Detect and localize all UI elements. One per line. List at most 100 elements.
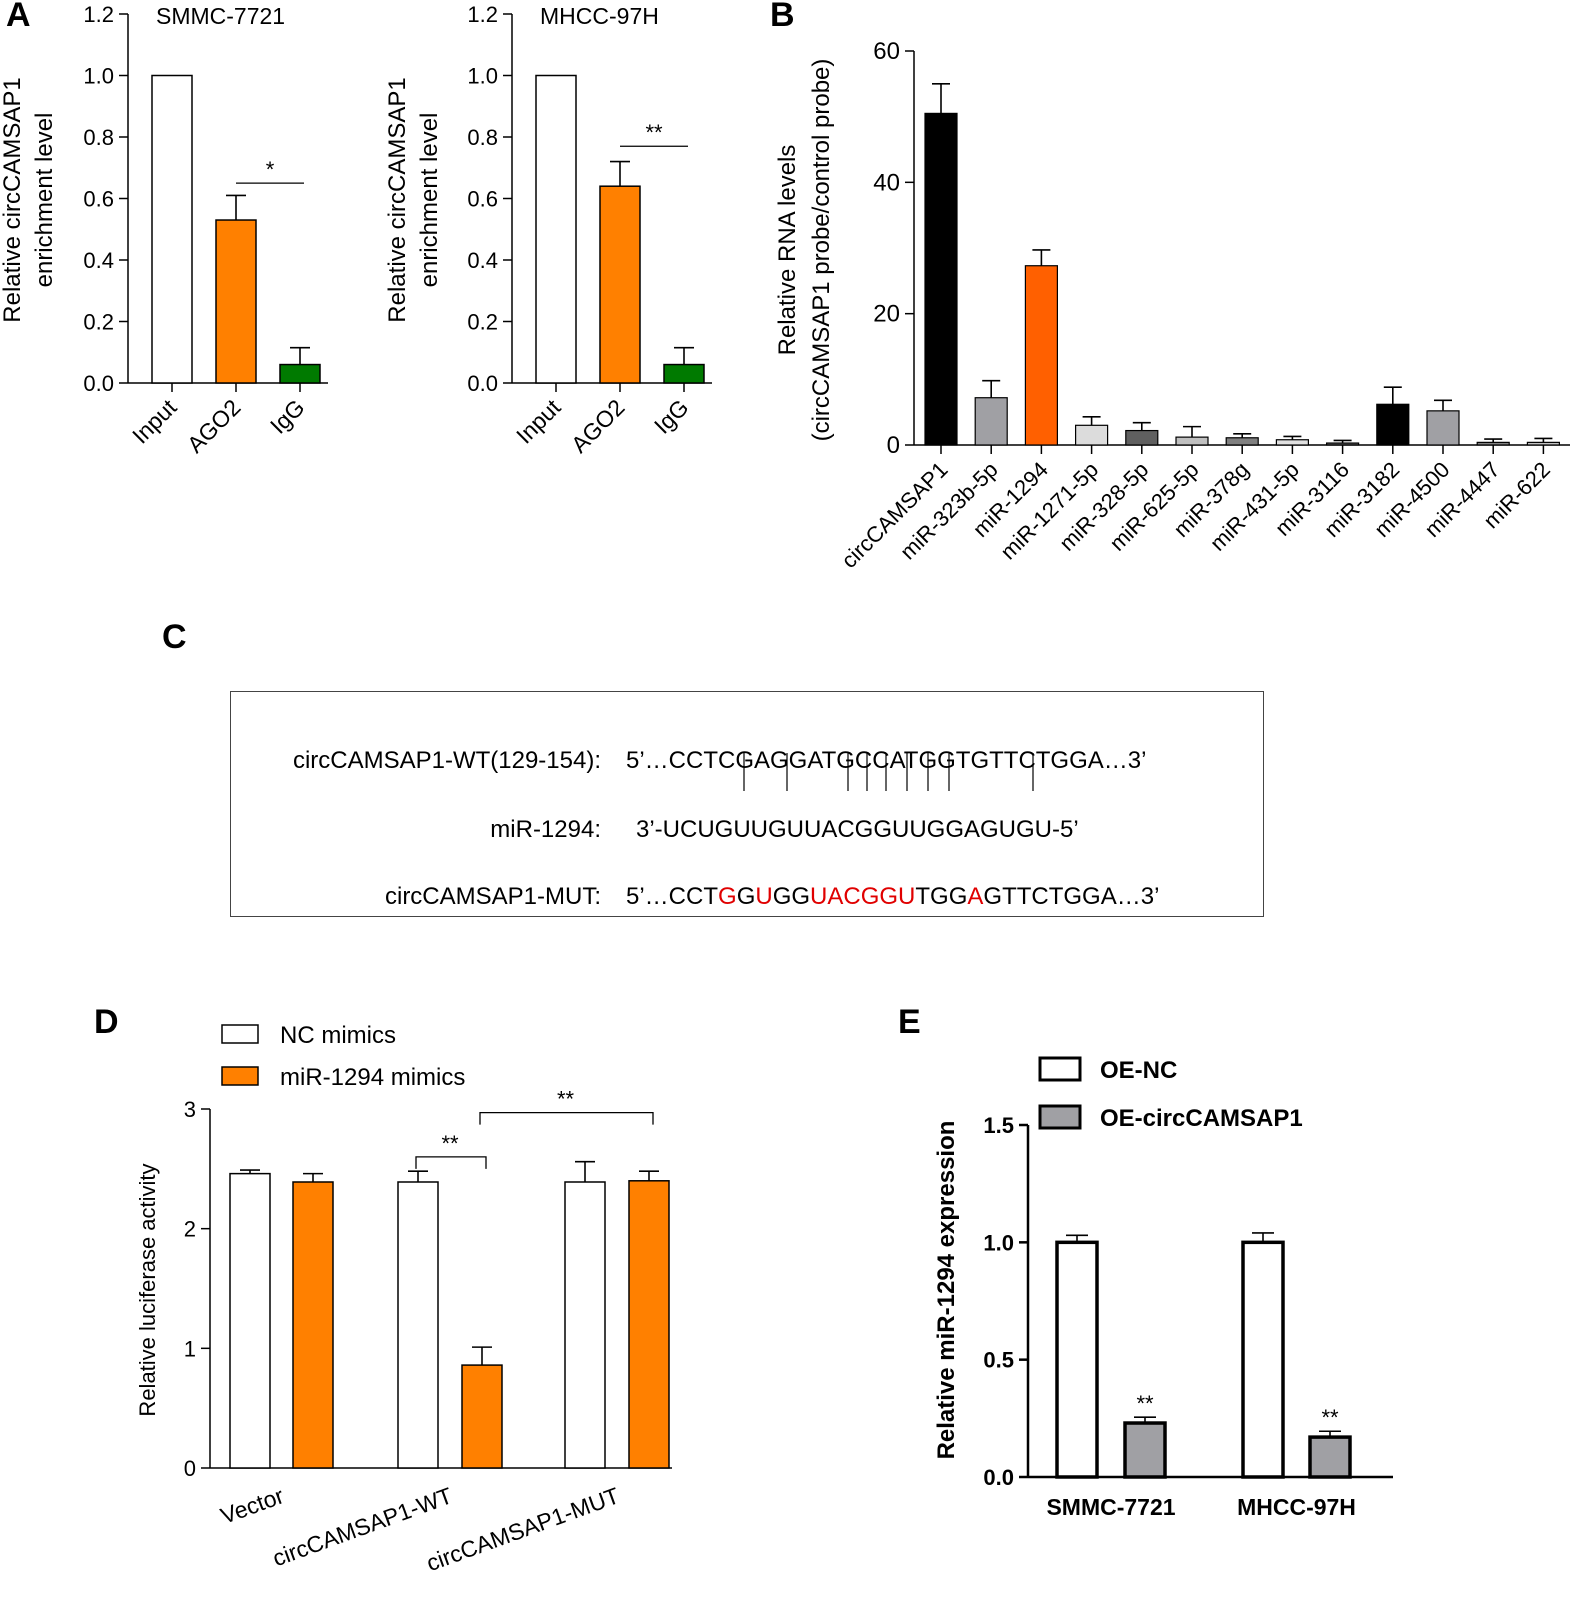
chart-A1: 0.0 0.2 0.4 0.6 0.8 1.0 1.2 SMMC-7721 Relative c…: [0, 2, 328, 458]
sequence-segment: GTTCTGGA…3’: [983, 883, 1160, 910]
y-tick-label: 60: [873, 38, 900, 65]
y-tick-label: 1.0: [983, 1230, 1014, 1255]
bar: [599, 185, 641, 384]
bar: [564, 1181, 606, 1469]
chart-title: SMMC-7721: [156, 3, 285, 29]
bar: [1376, 403, 1410, 446]
bar: [535, 74, 577, 384]
y-axis-label: (circCAMSAP1 probe/control probe): [808, 59, 835, 442]
wt-sequence-label: circCAMSAP1-WT(129-154):: [292, 747, 601, 774]
chart-A2: 0.0 0.2 0.4 0.6 0.8 1.0 1.2 MHCC-97H Relative ci…: [384, 2, 712, 458]
significance-star: **: [1321, 1405, 1339, 1430]
y-tick-label: 0.6: [467, 187, 498, 212]
y-axis-label: Relative circCAMSAP1: [0, 77, 26, 322]
significance-star: **: [1136, 1391, 1154, 1416]
y-tick-label: 0.2: [83, 310, 114, 335]
x-tick-label: SMMC-7721: [1046, 1494, 1175, 1520]
y-tick-label: 1.5: [983, 1113, 1014, 1138]
bar: [151, 74, 193, 384]
bar: [397, 1181, 439, 1469]
bar: [1123, 1421, 1167, 1479]
mir-sequence: 3’-UCUGUUGUUACGGUUGGAGUGU-5’: [636, 816, 1079, 843]
x-tick-label: Input: [127, 394, 182, 449]
x-tick-label: Input: [511, 394, 566, 449]
sequence-segment: TGG: [915, 883, 968, 910]
sequence-segment: GG: [772, 883, 811, 910]
legend-label: NC mimics: [280, 1022, 396, 1049]
panel-label-d: D: [94, 1003, 119, 1041]
bar: [279, 363, 321, 384]
y-axis-label: enrichment level: [416, 113, 443, 288]
base-pairing-lines: [743, 753, 1034, 791]
x-tick-label: MHCC-97H: [1237, 1494, 1356, 1520]
y-tick-label: 0.0: [83, 371, 114, 396]
sequence-segment: G: [736, 883, 756, 910]
y-tick-label: 0.4: [83, 248, 114, 273]
mut-sequence: 5’…CCTGGUGGUACGGUTGGAGTTCTGGA…3’: [626, 883, 1159, 911]
x-tick-label: Vector: [217, 1482, 287, 1529]
bar: [229, 1172, 271, 1469]
legend-label: miR-1294 mimics: [280, 1064, 465, 1091]
legend-swatch: [1038, 1104, 1082, 1130]
bar: [1074, 424, 1109, 446]
sequence-segment: 5’…CCT: [626, 883, 719, 910]
bar: [1325, 442, 1360, 446]
y-tick-label: 0.4: [467, 248, 498, 273]
legend-swatch: [221, 1024, 259, 1044]
bar: [1526, 441, 1561, 446]
significance-star: **: [645, 120, 663, 145]
chart-D: 0 1 2 3 Relative luciferase activity NC mimic…: [135, 1022, 672, 1576]
legend-swatch: [1038, 1056, 1082, 1082]
significance-bracket: [415, 1156, 487, 1169]
y-tick-label: 2: [184, 1217, 196, 1242]
sequence-alignment-box: circCAMSAP1-WT(129-154): 5’…CCTCGAGGATGC…: [230, 691, 1264, 917]
y-axis-label: Relative miR-1294 expression: [933, 1121, 960, 1460]
y-tick-label: 0.5: [983, 1348, 1014, 1373]
significance-bracket: [479, 1111, 654, 1125]
bar: [924, 112, 958, 446]
y-axis-label: Relative luciferase activity: [135, 1163, 160, 1416]
significance-star: **: [557, 1087, 575, 1112]
y-tick-label: 40: [873, 169, 900, 196]
chart-E: 0.0 0.5 1.0 1.5 Relative miR-1294 expression…: [933, 1056, 1393, 1520]
mutated-base: A: [967, 883, 984, 910]
bar: [1125, 429, 1159, 446]
bar: [292, 1181, 334, 1469]
x-tick-label: IgG: [649, 394, 694, 439]
bar: [1055, 1240, 1099, 1479]
bar: [1476, 441, 1510, 446]
x-tick-label: IgG: [265, 394, 310, 439]
panel-label-a: A: [6, 0, 31, 34]
y-tick-label: 0.0: [467, 371, 498, 396]
y-tick-label: 0.2: [467, 310, 498, 335]
legend-label: OE-NC: [1100, 1057, 1177, 1084]
panel-label-b: B: [770, 0, 795, 34]
y-tick-label: 0: [184, 1456, 196, 1481]
y-tick-label: 0.0: [983, 1465, 1014, 1490]
bar: [1024, 265, 1059, 446]
bar: [461, 1364, 503, 1469]
y-tick-label: 0.6: [83, 187, 114, 212]
panel-label-c: C: [162, 618, 187, 656]
mutated-base: G: [718, 883, 737, 910]
bar: [974, 397, 1008, 446]
bar: [1241, 1240, 1285, 1479]
legend-swatch: [221, 1066, 259, 1086]
bar: [1308, 1435, 1352, 1479]
bar: [628, 1180, 670, 1469]
x-tick-label: AGO2: [566, 394, 630, 458]
chart-B: 0 20 40 60 Relative RNA levels (circCAMSAP1 p…: [774, 38, 1570, 573]
y-tick-label: 0.8: [83, 125, 114, 150]
bar: [215, 219, 257, 384]
mir-sequence-label: miR-1294:: [490, 816, 601, 843]
y-tick-label: 0: [887, 432, 900, 459]
mutated-base: U: [755, 883, 773, 910]
y-axis-label: Relative RNA levels: [774, 145, 801, 356]
y-tick-label: 20: [873, 301, 900, 328]
mutated-base: UACGGU: [810, 883, 916, 910]
y-tick-label: 1: [184, 1336, 196, 1361]
y-tick-label: 3: [184, 1097, 196, 1122]
panel-label-e: E: [898, 1003, 921, 1041]
significance-star: *: [266, 157, 275, 182]
